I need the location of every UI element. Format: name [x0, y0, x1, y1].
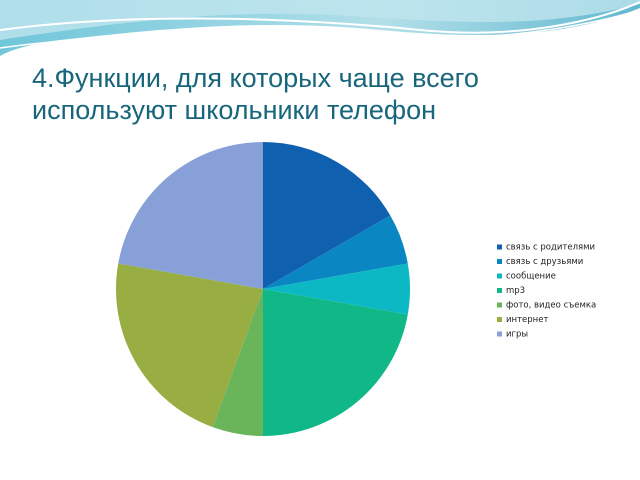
legend-swatch [497, 273, 502, 279]
legend-label: связь с друзьями [506, 257, 583, 267]
pie-slice [118, 142, 263, 289]
pie-slice [263, 215, 408, 289]
pie-slice [212, 289, 263, 436]
legend-swatch [497, 244, 502, 250]
legend-label: фото, видео съемка [506, 301, 596, 311]
legend-swatch [497, 259, 502, 264]
legend-swatch [497, 317, 502, 322]
legend-label: интернет [506, 315, 548, 325]
legend-swatch [497, 288, 502, 293]
header-decoration [0, 0, 640, 56]
pie-slice [263, 142, 391, 289]
legend-label: сообщение [506, 272, 556, 282]
pie-slice [263, 263, 411, 315]
pie-slice [115, 263, 263, 428]
legend-label: связь с родителями [506, 243, 595, 253]
slide-title: 4.Функции, для которых чаще всего исполь… [32, 63, 479, 125]
legend-swatch [497, 331, 502, 337]
legend-label: mp3 [506, 286, 525, 296]
legend-label: игры [506, 330, 528, 340]
legend-swatch [497, 302, 502, 308]
pie-slice [263, 289, 408, 436]
